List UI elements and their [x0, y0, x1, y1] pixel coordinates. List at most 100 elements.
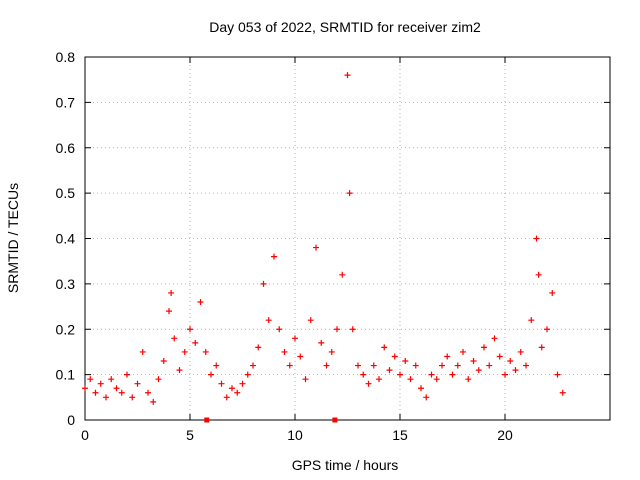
- data-point: [491, 335, 498, 342]
- gap-marker: [332, 417, 338, 423]
- gap-marker: [204, 417, 210, 423]
- data-point: [166, 308, 172, 315]
- data-point: [271, 253, 277, 260]
- data-point: [244, 371, 251, 378]
- data-point: [486, 362, 493, 369]
- data-point: [168, 289, 175, 296]
- data-point: [286, 362, 293, 369]
- data-point: [346, 190, 353, 197]
- data-points: [82, 72, 566, 405]
- data-point: [344, 72, 351, 79]
- data-point: [87, 376, 94, 383]
- data-point: [559, 389, 566, 396]
- data-point: [213, 362, 220, 369]
- data-point: [218, 380, 225, 387]
- y-tick-label: 0.1: [56, 367, 76, 383]
- data-point: [517, 348, 524, 355]
- data-point: [334, 326, 340, 333]
- data-point: [428, 371, 435, 378]
- plot-frame: [84, 56, 611, 421]
- data-point: [554, 371, 561, 378]
- data-point: [281, 348, 288, 355]
- data-point: [535, 271, 542, 278]
- data-point: [454, 362, 461, 369]
- data-point: [386, 367, 393, 374]
- data-point: [292, 335, 298, 342]
- data-point: [92, 389, 99, 396]
- data-point: [150, 398, 157, 405]
- data-point: [465, 376, 472, 383]
- data-point: [297, 353, 304, 360]
- data-point: [255, 344, 262, 351]
- data-point: [439, 362, 445, 369]
- data-point: [97, 380, 104, 387]
- grid-lines: [85, 57, 610, 420]
- data-point: [265, 317, 272, 324]
- data-point: [181, 348, 188, 355]
- data-point: [307, 317, 314, 324]
- data-point: [360, 371, 367, 378]
- data-point: [318, 339, 325, 346]
- data-point: [407, 376, 414, 383]
- y-tick-label: 0: [67, 412, 75, 428]
- data-point: [523, 362, 529, 369]
- data-point: [418, 385, 424, 392]
- data-point: [349, 326, 356, 333]
- data-point: [103, 394, 109, 401]
- data-point: [507, 358, 514, 365]
- data-point: [323, 362, 330, 369]
- x-tick-label: 15: [392, 427, 408, 443]
- data-point: [229, 385, 235, 392]
- data-point: [187, 326, 193, 333]
- y-axis: 0 0.1 0.2 0.3 0.4 0.5 0.6 0.7 0.8: [56, 49, 610, 428]
- data-point: [544, 326, 550, 333]
- data-point: [313, 244, 319, 251]
- data-point: [134, 380, 141, 387]
- data-point: [108, 376, 115, 383]
- data-point: [202, 348, 209, 355]
- x-axis-label: GPS time / hours: [292, 457, 399, 473]
- chart-title: Day 053 of 2022, SRMTID for receiver zim…: [209, 19, 481, 35]
- data-point: [502, 371, 508, 378]
- y-axis-label: SRMTID / TECUs: [5, 183, 21, 293]
- data-point: [533, 235, 540, 242]
- data-point: [339, 271, 346, 278]
- data-point: [475, 367, 482, 374]
- data-point: [139, 348, 146, 355]
- data-point: [412, 362, 419, 369]
- y-tick-label: 0.5: [56, 185, 76, 201]
- data-point: [423, 394, 430, 401]
- gap-markers: [204, 417, 338, 423]
- y-tick-label: 0.6: [56, 140, 76, 156]
- data-point: [234, 389, 241, 396]
- data-point: [370, 362, 377, 369]
- data-point: [208, 371, 214, 378]
- data-point: [328, 348, 335, 355]
- x-tick-label: 0: [81, 427, 89, 443]
- data-point: [197, 299, 204, 306]
- data-point: [155, 376, 162, 383]
- data-point: [433, 376, 440, 383]
- data-point: [460, 348, 466, 355]
- data-point: [192, 339, 199, 346]
- data-point: [528, 317, 535, 324]
- data-point: [160, 358, 167, 365]
- y-tick-label: 0.7: [56, 94, 76, 110]
- data-point: [496, 353, 503, 360]
- y-tick-label: 0.4: [56, 231, 76, 247]
- data-point: [365, 380, 372, 387]
- data-point: [397, 371, 403, 378]
- data-point: [260, 280, 267, 287]
- x-tick-label: 10: [287, 427, 303, 443]
- data-point: [449, 371, 456, 378]
- data-point: [302, 376, 309, 383]
- data-point: [481, 344, 487, 351]
- data-point: [444, 353, 451, 360]
- x-axis: 0 5 10 15 20: [81, 57, 513, 443]
- data-point: [118, 389, 125, 396]
- y-tick-label: 0.8: [56, 49, 76, 65]
- data-point: [538, 344, 545, 351]
- data-point: [549, 289, 556, 296]
- data-point: [176, 367, 183, 374]
